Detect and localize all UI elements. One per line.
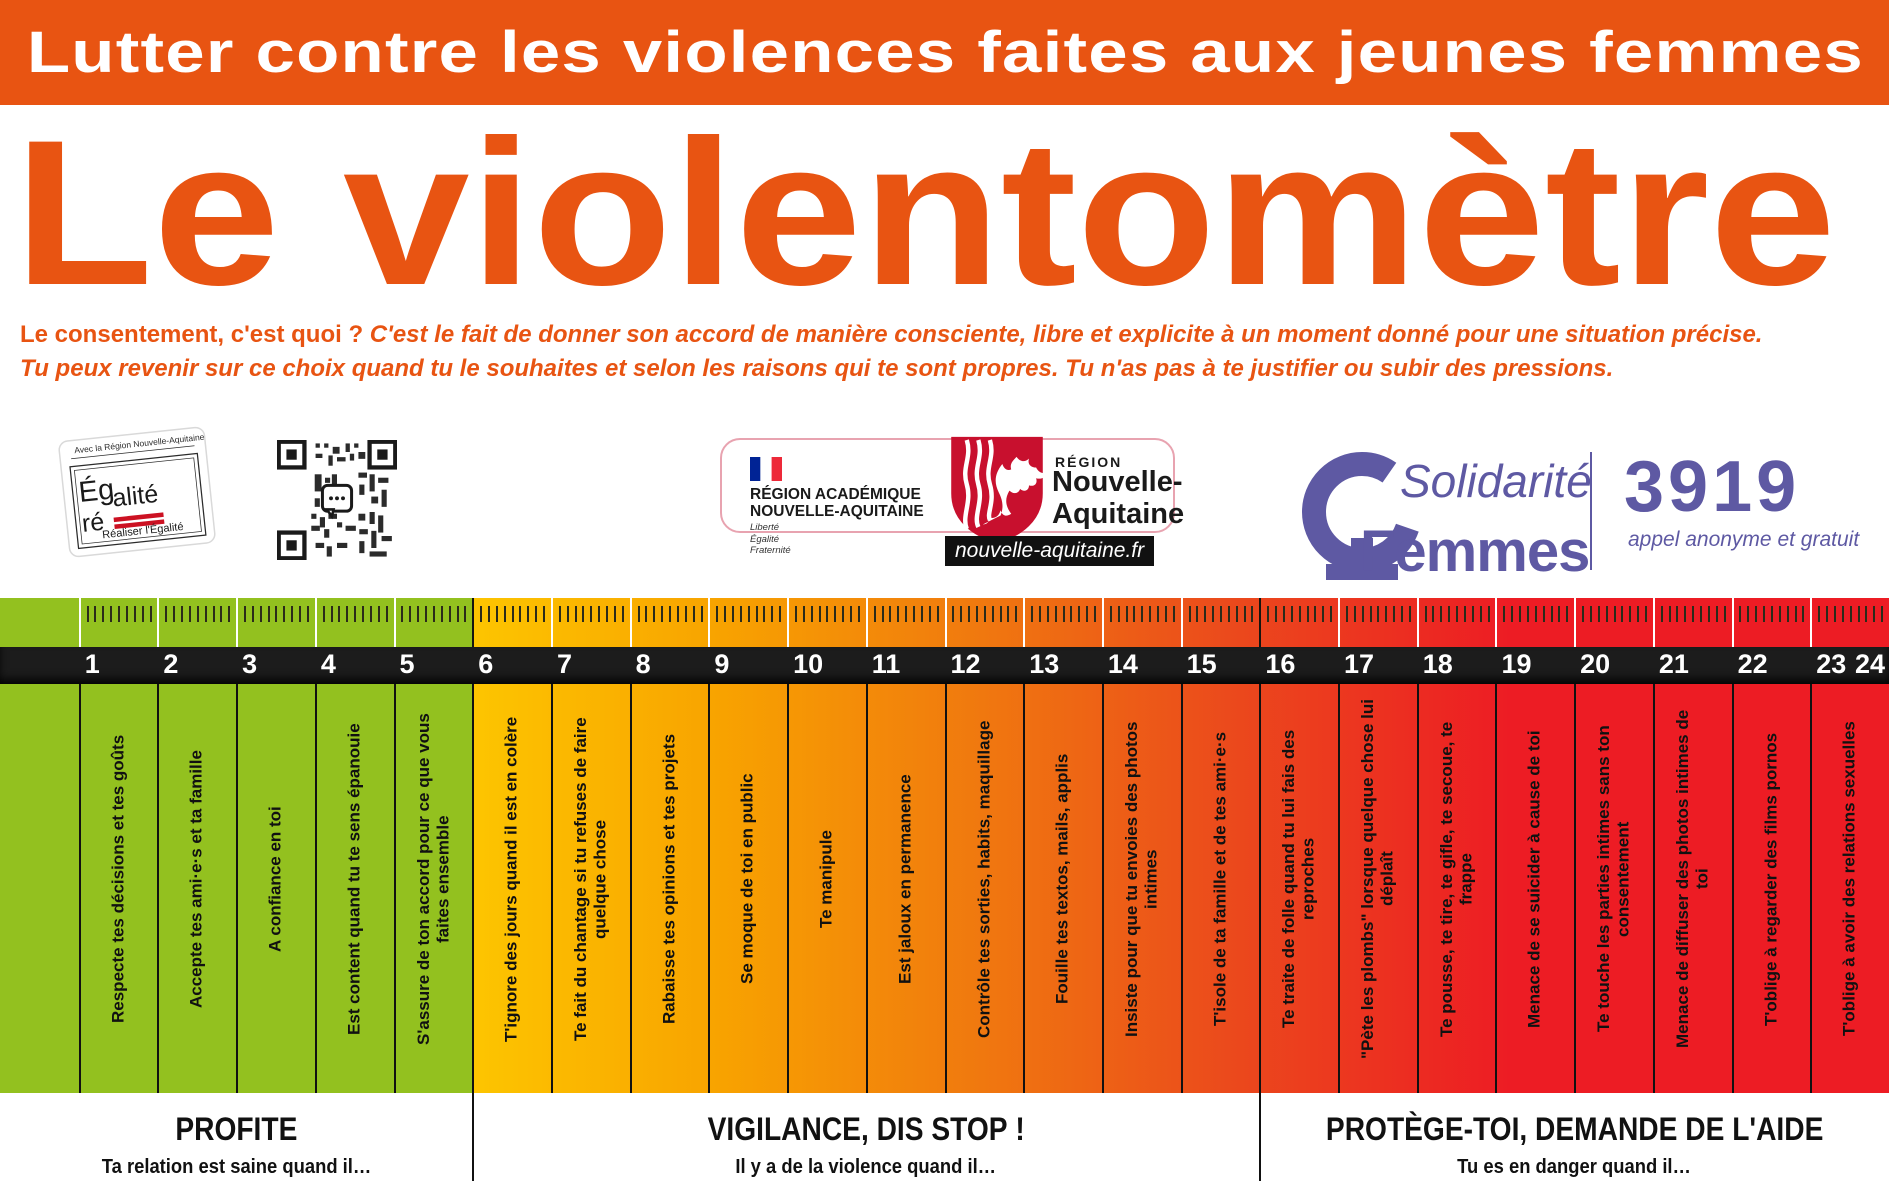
svg-text:Ég: Ég xyxy=(77,472,116,509)
svg-text:alité: alité xyxy=(111,480,160,513)
